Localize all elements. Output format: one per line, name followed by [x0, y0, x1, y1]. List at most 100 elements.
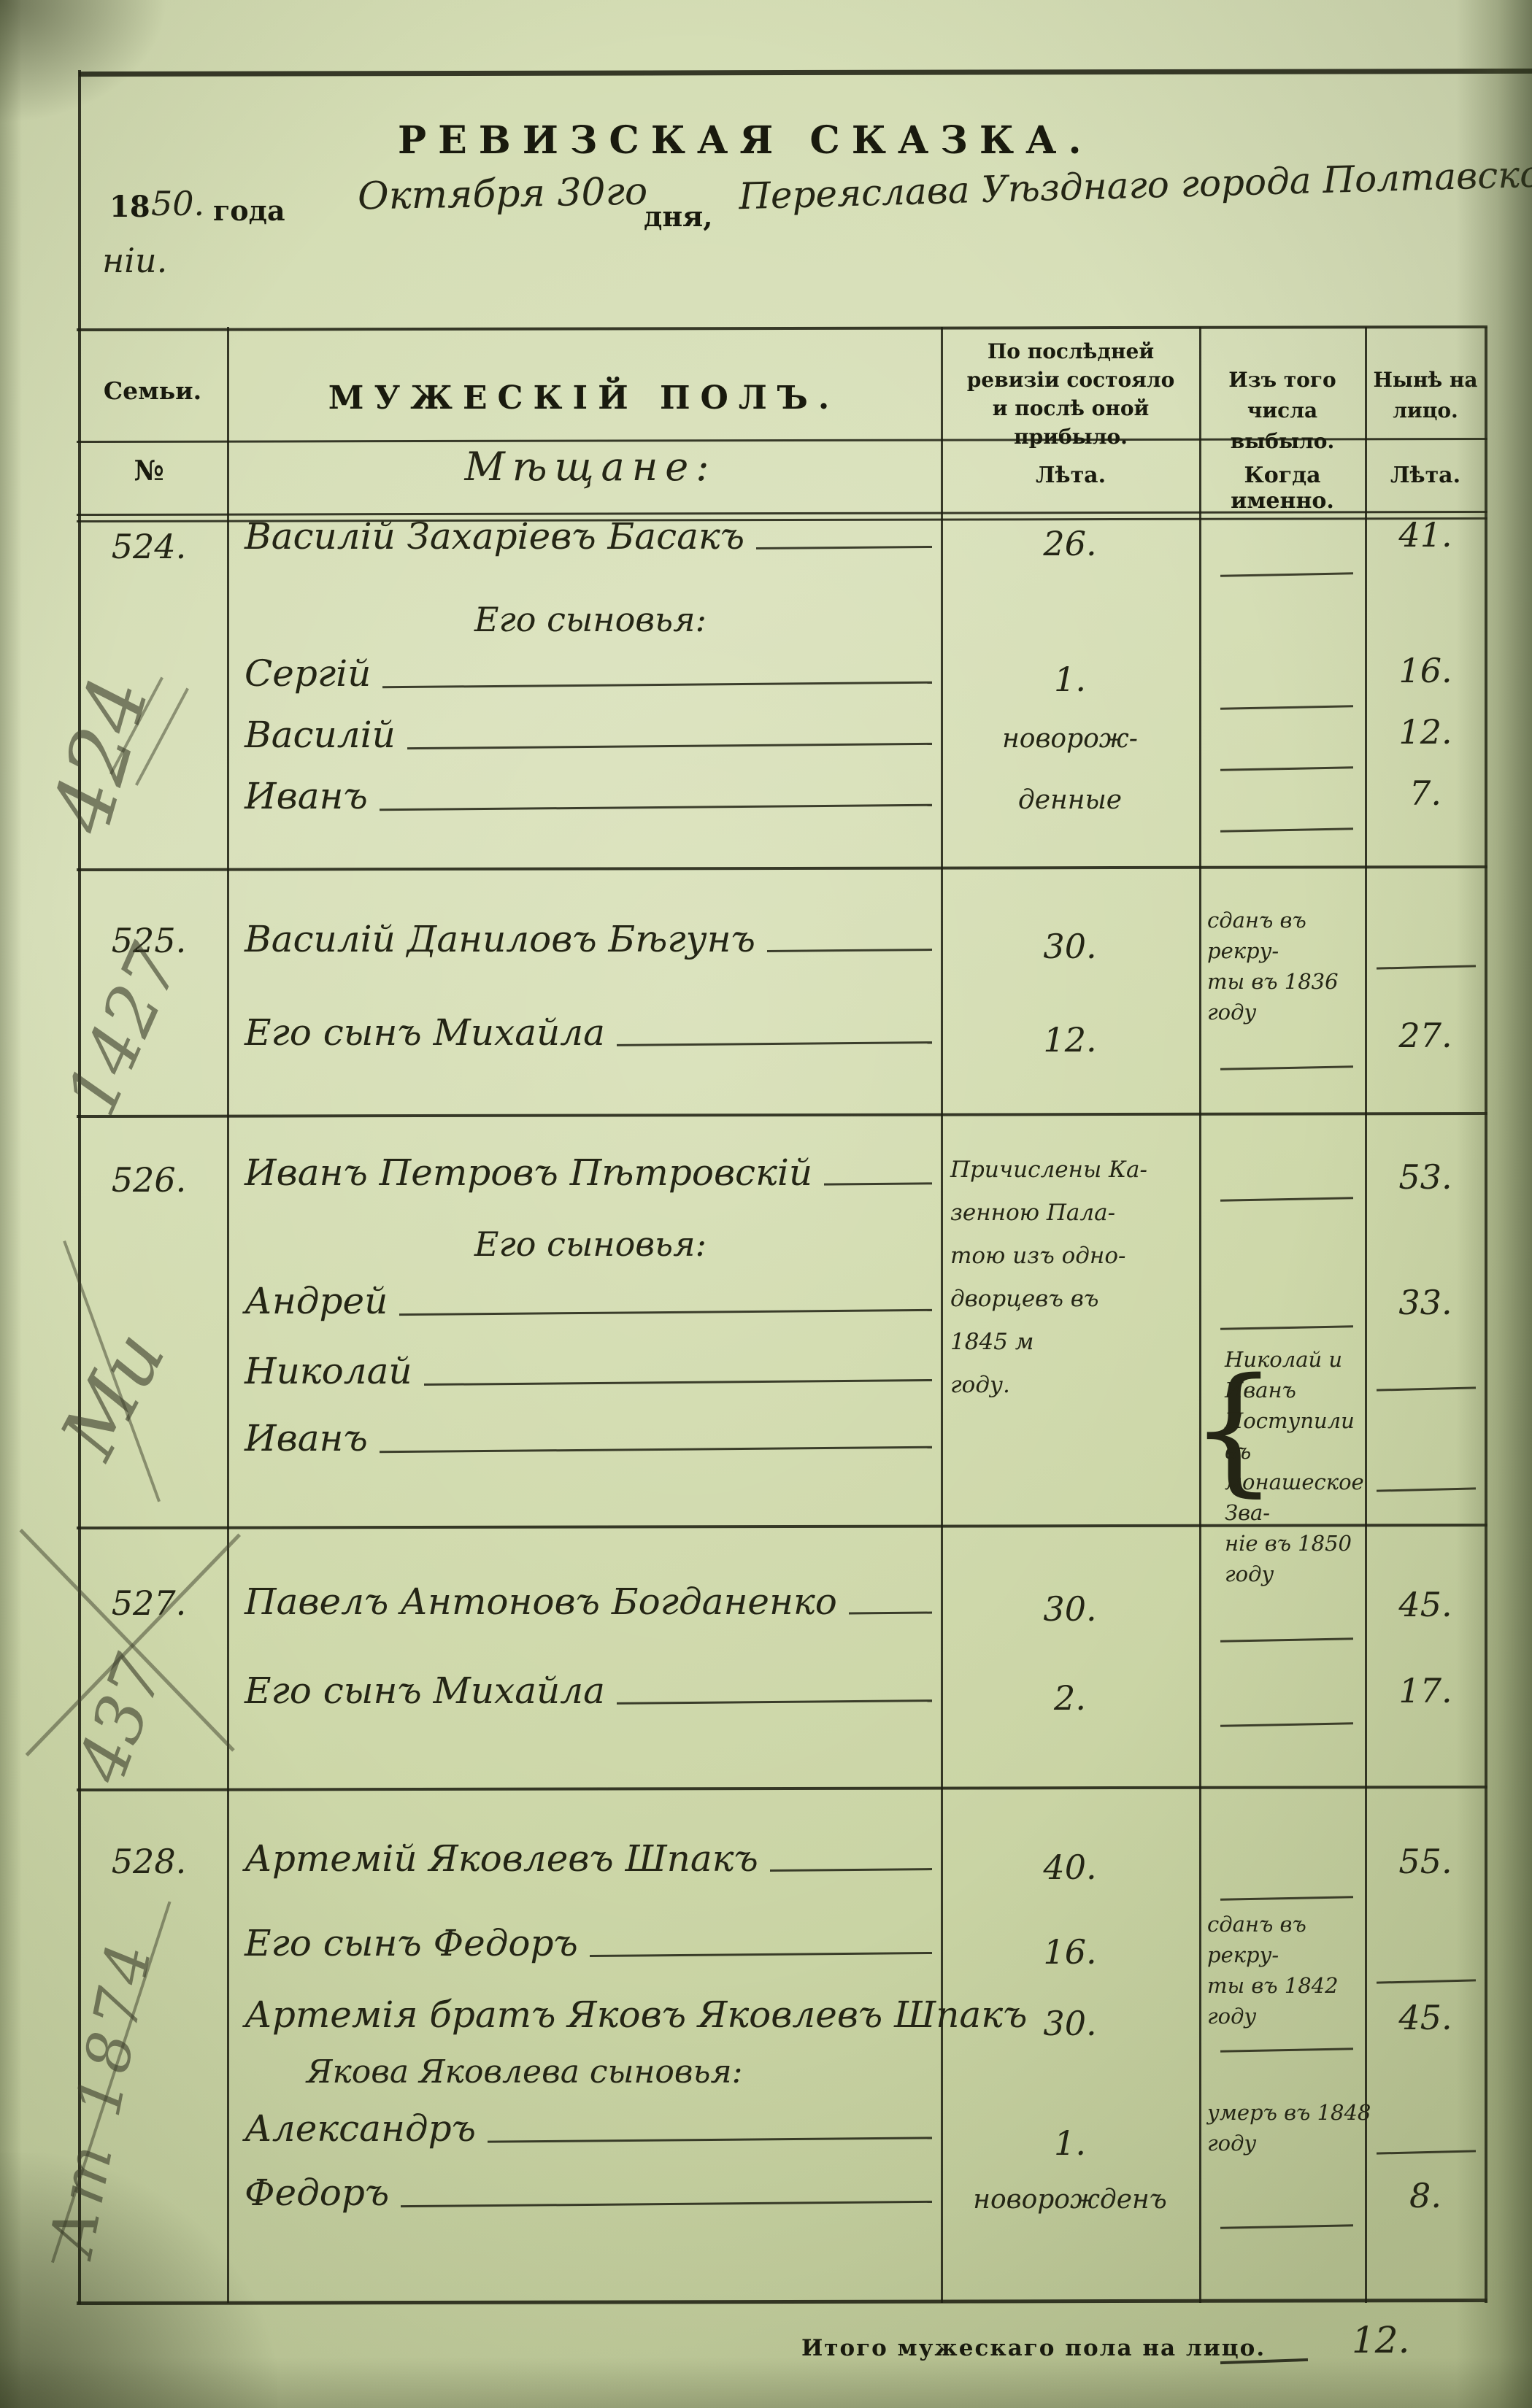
person-name: Иванъ — [245, 775, 368, 817]
age-previous: 1. — [1054, 2123, 1086, 2163]
age-previous: 40. — [1043, 1848, 1097, 1887]
person-row: Иванъ — [245, 1417, 936, 1459]
header-departed-column: Изъ того числа выбыло. — [1228, 368, 1336, 453]
date-printed-century: 18 — [109, 190, 150, 224]
person-name: Артемій Яковлевъ Шпакъ — [245, 1837, 758, 1880]
name-underline — [756, 545, 933, 550]
newborn-note: новорожденъ — [973, 2185, 1167, 2215]
person-name: Василій Захаріевъ Басакъ — [245, 515, 745, 557]
column-dash — [1220, 827, 1354, 833]
admission-note: Причислены Ка- зенною Пала- тою изъ одно… — [950, 1157, 1148, 1398]
header-when-exactly: Когда именно. — [1231, 463, 1334, 514]
name-underline — [382, 681, 932, 689]
age-now: 8. — [1409, 2176, 1441, 2215]
name-underline — [399, 1308, 932, 1316]
age-now: 45. — [1398, 1585, 1452, 1624]
age-previous: 16. — [1043, 1932, 1097, 1972]
age-previous: 26. — [1043, 524, 1097, 563]
grouping-brace: { — [1190, 1348, 1278, 1510]
person-row: Сергій — [245, 652, 936, 695]
sons-label: Его сыновья: — [474, 1224, 707, 1264]
table-line — [76, 1785, 1488, 1792]
age-now: 16. — [1398, 651, 1452, 690]
person-row: Его сынъ Михайла — [245, 1011, 936, 1054]
header-estate-class-handwritten: Мѣщане: — [464, 444, 717, 490]
person-row: Александръ — [245, 2107, 936, 2150]
person-row: Василій Захаріевъ Басакъ — [245, 515, 936, 557]
date-handwritten-place-continued: ніи. — [102, 241, 168, 280]
age-previous: 30. — [1043, 927, 1097, 966]
person-name: Иванъ Петровъ Пѣтровскій — [245, 1151, 813, 1194]
age-now: 41. — [1398, 515, 1452, 555]
departure-note: сданъ въ рекру- ты въ 1842 году — [1207, 1912, 1339, 2029]
sons-label: Якова Яковлева сыновья: — [307, 2053, 743, 2091]
column-dash — [1220, 2224, 1354, 2229]
header-family-column: Семьи. — [103, 377, 202, 405]
person-row: Федоръ — [245, 2172, 936, 2214]
column-dash — [1220, 572, 1354, 577]
date-printed-goda: года — [213, 194, 285, 227]
person-row: Его сынъ Федоръ — [245, 1922, 936, 1964]
scan-edge-shadow — [0, 2357, 1532, 2408]
name-underline — [616, 1699, 933, 1705]
person-name: Николай — [245, 1350, 412, 1392]
table-line — [1365, 327, 1367, 2303]
age-now: 33. — [1398, 1283, 1452, 1322]
person-name: Иванъ — [245, 1417, 368, 1459]
scan-edge-shadow — [0, 0, 22, 2408]
column-dash — [1220, 1325, 1354, 1330]
person-name: Артемія братъ Яковъ Яковлевъ Шпакъ — [245, 1994, 1028, 2036]
scan-edge-shadow — [1456, 0, 1532, 2408]
name-underline — [589, 1951, 933, 1958]
margin-scribble: 1427 — [51, 933, 196, 1127]
departure-note: Николай и Иванъ Поступили въ монашеское … — [1225, 1347, 1364, 1586]
footer-total-label: Итого мужескаго пола на лицо. — [801, 2335, 1266, 2361]
table-line — [227, 327, 229, 2303]
column-dash — [1220, 1065, 1354, 1070]
person-row: Василій Даниловъ Бѣгунъ — [245, 918, 936, 960]
table-line — [78, 68, 1532, 77]
date-handwritten-day: Октября 30го — [357, 169, 648, 219]
age-previous: 30. — [1043, 2004, 1097, 2043]
person-name: Василій Даниловъ Бѣгунъ — [245, 918, 755, 960]
date-handwritten-year: 50. — [151, 184, 205, 223]
margin-scribble: Ми — [44, 1317, 182, 1473]
age-now: 12. — [1398, 712, 1452, 752]
family-number: 526. — [111, 1160, 187, 1200]
name-underline — [766, 949, 933, 952]
age-now: 45. — [1398, 1998, 1452, 2037]
name-underline — [616, 1041, 933, 1046]
scan-fold-shadow — [0, 2153, 277, 2408]
column-dash — [1220, 1896, 1354, 1901]
person-row: Иванъ — [245, 775, 936, 817]
person-name: Сергій — [245, 652, 372, 695]
name-underline — [487, 2137, 933, 2143]
table-line — [78, 70, 81, 2304]
header-age-now: Лѣта. — [1390, 463, 1461, 488]
person-name: Его сынъ Михайла — [245, 1011, 605, 1054]
margin-scribble: 424 — [34, 667, 168, 844]
person-row: Артемій Яковлевъ Шпакъ — [245, 1837, 936, 1880]
person-row: Андрей — [245, 1280, 936, 1322]
column-dash — [1220, 705, 1354, 710]
person-name: Андрей — [245, 1280, 388, 1322]
name-underline — [379, 1446, 932, 1454]
person-row: Его сынъ Михайла — [245, 1670, 936, 1712]
age-previous: 12. — [1043, 1020, 1097, 1060]
newborn-note: новорож- — [1002, 724, 1138, 754]
scan-corner-shadow — [0, 0, 168, 124]
family-number: 524. — [111, 527, 187, 566]
family-number: 525. — [111, 921, 187, 960]
column-dash — [1220, 766, 1354, 771]
name-underline — [401, 2200, 932, 2208]
age-now: 27. — [1398, 1016, 1452, 1055]
person-name: Василій — [245, 714, 396, 756]
person-name: Александръ — [245, 2107, 476, 2150]
name-underline — [379, 803, 932, 811]
header-male-sex-column: МУЖЕСКІЙ ПОЛЪ. — [328, 379, 840, 417]
person-row: Павелъ Антоновъ Богданенко — [245, 1581, 936, 1623]
person-row: Иванъ Петровъ Пѣтровскій — [245, 1151, 936, 1194]
date-printed-dnya: дня, — [644, 200, 713, 233]
age-now: 7. — [1409, 773, 1441, 813]
